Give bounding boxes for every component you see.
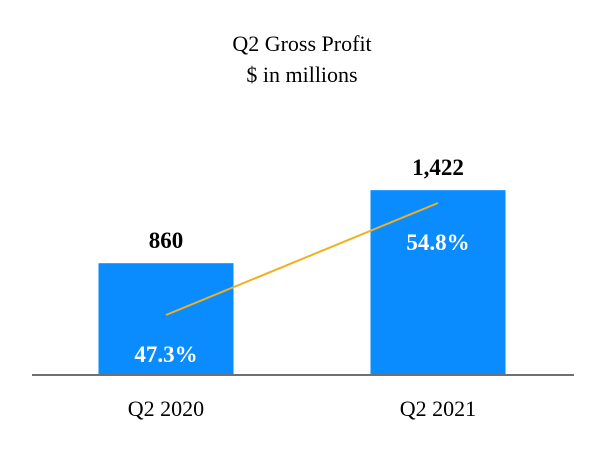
gross-margin-label: 47.3% <box>134 342 197 367</box>
margin-line-layer <box>165 202 439 316</box>
gross-margin-line <box>165 202 439 316</box>
bar-value-label: 1,422 <box>412 155 464 180</box>
chart-subtitle: $ in millions <box>246 62 357 87</box>
x-tick-label: Q2 2021 <box>400 396 476 421</box>
x-tick-label: Q2 2020 <box>128 396 204 421</box>
labels-layer: 860 Q2 2020 1,422 Q2 2021 47.3% 54.8% <box>128 155 476 421</box>
bar-q2-2020 <box>98 263 234 375</box>
bar-q2-2021 <box>370 190 506 375</box>
gross-margin-label: 54.8% <box>406 230 469 255</box>
bar-value-label: 860 <box>149 228 184 253</box>
chart-title: Q2 Gross Profit <box>232 31 371 56</box>
